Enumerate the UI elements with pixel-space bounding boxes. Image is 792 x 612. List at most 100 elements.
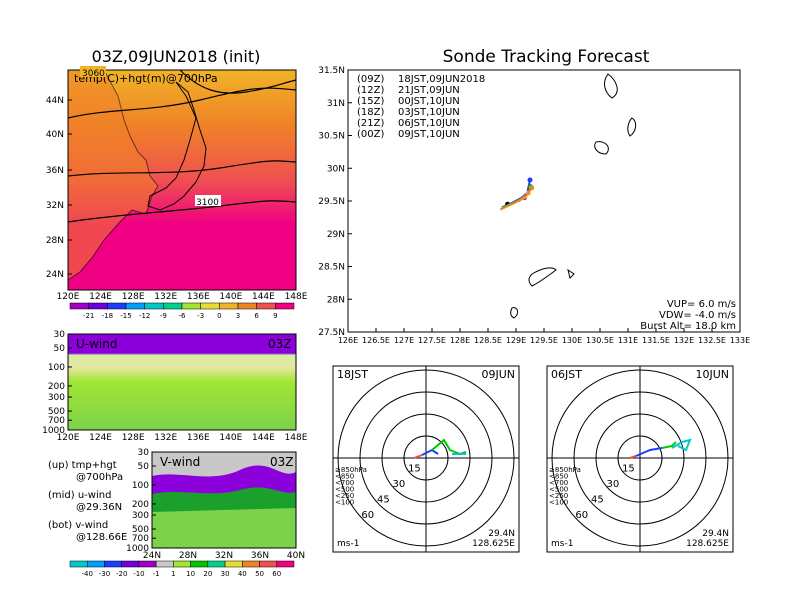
track-legend-code: (15Z) — [357, 96, 384, 107]
lon-tick-label: 131.5E — [642, 336, 670, 345]
level-legend-item: <100 — [549, 499, 568, 507]
lon-tick-label: 148E — [285, 292, 308, 302]
level-legend-item: <700 — [335, 479, 354, 487]
colorbar-swatch — [190, 560, 209, 568]
lat-tick-label: 32N — [46, 201, 64, 211]
colorbar-swatch — [138, 560, 157, 568]
hodograph-unit: ms-1 — [337, 539, 359, 549]
colorbar-swatch — [125, 302, 145, 310]
u-wind-panel: U-wind 03Z — [67, 333, 297, 431]
colorbar-swatch — [69, 560, 88, 568]
track-params: VUP= 6.0 m/s VDW= -4.0 m/s Burst Alt= 18… — [640, 299, 736, 332]
colorbar-swatch — [173, 560, 191, 568]
hodograph-jst: 18JST — [337, 368, 368, 381]
lon-tick-label: 140E — [219, 433, 242, 443]
level-legend-item: <850 — [549, 473, 568, 481]
hodograph-lon: 128.625E — [472, 539, 515, 549]
lon-tick-label: 136E — [187, 433, 210, 443]
track-legend-code: (00Z) — [357, 129, 384, 140]
island-outline — [528, 267, 557, 287]
colorbar-swatch — [219, 302, 239, 310]
colorbar-swatch — [88, 302, 108, 310]
lon-tick-label: 144E — [252, 292, 275, 302]
lat-tick-label: 29.5N — [318, 197, 345, 207]
lat-tick-label: 28.5N — [318, 263, 345, 273]
pressure-tick-label: 30 — [54, 330, 66, 340]
level-legend-item: <100 — [335, 499, 354, 507]
lon-tick-label: 130.5E — [586, 336, 614, 345]
lat-tick-label: 29N — [327, 230, 345, 240]
hodograph-trace — [671, 438, 692, 452]
lon-tick-label: 120E — [57, 292, 80, 302]
legend-line: (mid) u-wind — [48, 490, 111, 501]
lon-tick-label: 132E — [154, 433, 177, 443]
ring-label: 15 — [622, 464, 635, 475]
colorbar-swatch — [104, 560, 122, 568]
lon-tick-label: 148E — [285, 433, 308, 443]
pressure-tick-label: 50 — [138, 462, 150, 472]
island-outline — [510, 307, 519, 319]
u-wind-lon-axis: 120E 124E 128E 132E 136E 140E 144E 148E — [57, 433, 308, 443]
japan-outline — [147, 81, 207, 211]
colorbar-label: -30 — [99, 570, 110, 578]
map-lon-axis: 120E 124E 128E 132E 136E 140E 144E 148E — [57, 292, 308, 302]
colorbar-label: -15 — [120, 312, 131, 320]
lat-tick-label: 44N — [46, 96, 64, 106]
u-wind-time: 03Z — [268, 337, 292, 351]
colorbar-label: 9 — [273, 312, 277, 320]
track-legend-time: 21JST,09JUN — [398, 85, 460, 96]
pressure-tick-label: 100 — [132, 481, 149, 491]
lon-tick-label: 133E — [730, 336, 750, 345]
lat-tick-label: 27.5N — [318, 328, 345, 338]
param-burst: Burst Alt= 18.0 km — [640, 321, 736, 332]
track-legend-code: (12Z) — [357, 85, 384, 96]
lat-tick-label: 24N — [143, 551, 161, 561]
track-legend: (09Z) 18JST,09JUN2018 (12Z) 21JST,09JUN (15Z… — [357, 74, 485, 140]
legend-line: (bot) v-wind — [48, 520, 108, 531]
level-legend-item: <250 — [335, 492, 354, 500]
lon-tick-label: 136E — [187, 292, 210, 302]
colorbar-label: -10 — [133, 570, 144, 578]
lon-tick-label: 132.5E — [698, 336, 726, 345]
island-outline — [567, 268, 575, 279]
ring-label: 45 — [591, 495, 604, 506]
ring-label: 30 — [607, 479, 620, 490]
colorbar-label: -1 — [153, 570, 160, 578]
colorbar-swatch — [242, 560, 260, 568]
colorbar-label: 60 — [272, 570, 281, 578]
track-legend-code: (09Z) — [357, 74, 384, 85]
colorbar-label: -3 — [197, 312, 204, 320]
lat-tick-label: 31N — [327, 99, 345, 109]
track-map — [347, 69, 741, 333]
hodograph-jst: 06JST — [551, 368, 582, 381]
colorbar-swatch — [86, 560, 105, 568]
colorbar-swatch — [163, 302, 183, 310]
colorbar-label: 50 — [255, 570, 264, 578]
temp-height-map: temp(C)+hgt(m)@700hPa 3060 3100 — [67, 66, 297, 291]
colorbar-label: 1 — [171, 570, 175, 578]
colorbar-swatch — [207, 560, 226, 568]
track-series — [499, 177, 535, 211]
ring-label: 15 — [408, 464, 421, 475]
contour-label: 3100 — [196, 198, 219, 208]
hodograph-trace — [661, 441, 677, 449]
track-line — [499, 187, 533, 211]
colorbar-label: 30 — [221, 570, 230, 578]
colorbar-label: -40 — [82, 570, 93, 578]
pressure-tick-label: 100 — [48, 363, 65, 373]
track-lat-axis: 31.5N 31N 30.5N 30N 29.5N 29N 28.5N 28N 27.5N — [318, 66, 352, 338]
lat-tick-label: 24N — [46, 270, 64, 280]
lon-tick-label: 124E — [89, 292, 112, 302]
lon-tick-label: 128E — [122, 292, 145, 302]
lat-tick-label: 40N — [46, 130, 64, 140]
pressure-tick-label: 1000 — [126, 544, 149, 554]
colorbar-label: -6 — [179, 312, 187, 320]
colorbar-label: 10 — [186, 570, 195, 578]
hodograph-trace — [413, 454, 423, 459]
track-endpoint — [529, 185, 535, 191]
lat-tick-label: 30N — [327, 164, 345, 174]
